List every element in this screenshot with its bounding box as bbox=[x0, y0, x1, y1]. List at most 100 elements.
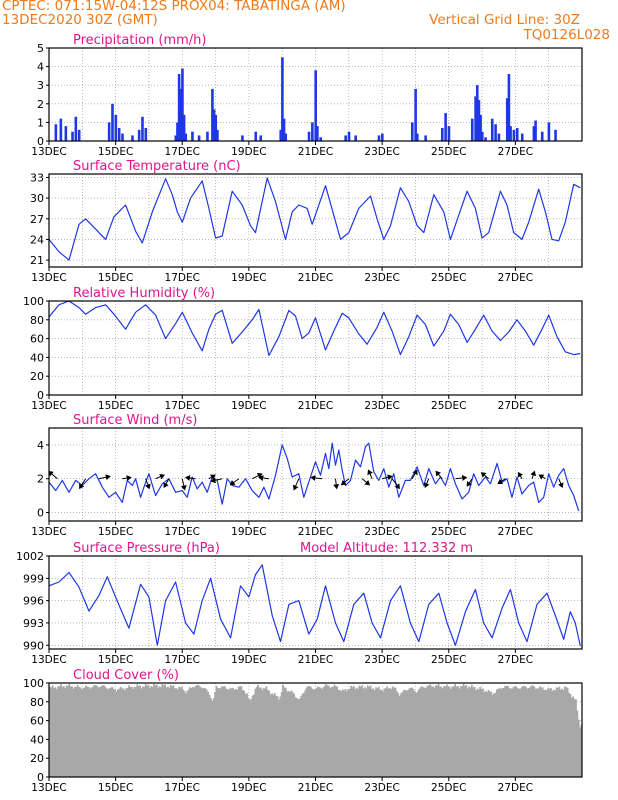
cloud-column bbox=[357, 688, 359, 777]
cloud-column bbox=[501, 688, 504, 777]
cloud-column bbox=[420, 686, 423, 777]
precip-bar bbox=[111, 103, 114, 141]
cloud-column bbox=[111, 686, 114, 777]
cloud-column bbox=[307, 686, 309, 777]
cloud-column bbox=[49, 686, 51, 777]
cloud-column bbox=[371, 689, 373, 777]
cloud-column bbox=[489, 691, 491, 777]
cloud-column bbox=[513, 686, 516, 777]
precip-bar bbox=[144, 127, 148, 141]
cloud-column bbox=[248, 699, 251, 777]
cloud-column bbox=[351, 687, 354, 777]
cloud-column bbox=[493, 693, 495, 777]
precip-bar bbox=[216, 129, 219, 141]
cloud-column bbox=[236, 689, 239, 777]
cloud-column bbox=[176, 689, 179, 777]
precip-bar bbox=[182, 114, 186, 141]
cloud-column bbox=[222, 686, 225, 777]
cloud-column bbox=[414, 691, 416, 777]
cloud-column bbox=[282, 684, 284, 777]
panel-temp: 21 24 27 30 33 13DEC 15DEC 17DEC 19DEC 21DEC 23DEC… bbox=[30, 159, 583, 284]
cloud-column bbox=[339, 689, 341, 777]
cloud-column bbox=[352, 686, 355, 777]
cloud-column bbox=[110, 687, 112, 777]
cloud-column bbox=[303, 692, 305, 777]
cloud-column bbox=[454, 684, 457, 777]
cloud-column bbox=[325, 684, 328, 777]
cloud-column bbox=[533, 686, 536, 777]
cloud-column bbox=[368, 686, 371, 777]
panel-cloud: 0 20 40 60 80 100 13DEC 15DEC 17DEC 19DEC 21DEC 23D… bbox=[23, 668, 583, 794]
cloud-column bbox=[211, 700, 214, 777]
cloud-column bbox=[562, 689, 565, 777]
cloud-column bbox=[397, 693, 400, 777]
cloud-column bbox=[179, 687, 182, 777]
precip-bar bbox=[532, 126, 536, 141]
precip-bar bbox=[314, 70, 317, 141]
y-tick-label: 100 bbox=[23, 677, 44, 690]
precip-bar bbox=[284, 133, 288, 141]
cloud-column bbox=[452, 686, 455, 777]
cloud-column bbox=[283, 687, 286, 777]
cloud-column bbox=[53, 688, 55, 777]
cloud-column bbox=[405, 690, 408, 777]
cloud-column bbox=[196, 685, 198, 777]
cloud-column bbox=[393, 687, 396, 777]
cloud-column bbox=[71, 686, 73, 777]
cloud-column bbox=[255, 686, 258, 777]
cloud-column bbox=[375, 687, 377, 777]
cloud-column bbox=[290, 690, 293, 777]
cloud-column bbox=[486, 692, 489, 777]
cloud-column bbox=[219, 688, 222, 777]
precip-bar bbox=[254, 131, 258, 141]
cloud-column bbox=[89, 688, 92, 777]
panel-frame bbox=[48, 173, 583, 268]
cloud-column bbox=[98, 687, 101, 777]
cloud-column bbox=[469, 687, 472, 777]
cloud-column bbox=[250, 699, 253, 777]
cloud-column bbox=[396, 691, 398, 777]
wind-arrow bbox=[538, 474, 546, 480]
x-tick-label: 15DEC bbox=[98, 272, 133, 284]
cloud-column bbox=[432, 686, 434, 777]
cloud-column bbox=[60, 684, 62, 777]
cloud-column bbox=[495, 689, 498, 777]
cloud-column bbox=[210, 698, 212, 777]
x-tick-label: 17DEC bbox=[165, 272, 200, 284]
y-tick-label: 2 bbox=[37, 473, 44, 486]
cloud-column bbox=[123, 690, 126, 777]
grid-line-note: Vertical Grid Line: 30Z bbox=[429, 12, 580, 28]
cloud-column bbox=[348, 688, 351, 777]
cloud-column bbox=[297, 699, 300, 777]
precip-bar bbox=[547, 122, 551, 141]
cloud-column bbox=[239, 686, 241, 777]
cloud-column bbox=[171, 686, 173, 777]
cloud-column bbox=[505, 686, 508, 777]
precip-bar bbox=[319, 137, 322, 141]
x-tick-label: 15DEC bbox=[98, 654, 133, 666]
cloud-column bbox=[408, 688, 411, 777]
cloud-column bbox=[561, 688, 563, 777]
precip-bar bbox=[174, 135, 178, 141]
y-tick-label: 1 bbox=[37, 116, 44, 129]
precip-bar bbox=[59, 118, 63, 141]
cloud-column bbox=[272, 694, 275, 777]
cloud-column bbox=[515, 686, 518, 777]
x-tick-label: 25DEC bbox=[431, 782, 466, 794]
cloud-column bbox=[344, 688, 347, 777]
cloud-column bbox=[520, 687, 523, 777]
wind-arrow bbox=[367, 469, 373, 479]
cloud-column bbox=[247, 697, 250, 777]
cloud-column bbox=[319, 687, 322, 777]
cloud-column bbox=[404, 690, 407, 777]
cloud-column bbox=[273, 692, 276, 777]
cloud-column bbox=[129, 687, 132, 777]
data-layer-wind bbox=[49, 442, 580, 512]
cloud-column bbox=[519, 688, 522, 777]
cloud-column bbox=[504, 685, 507, 777]
cloud-column bbox=[189, 687, 191, 777]
cloud-column bbox=[208, 694, 211, 777]
cloud-column bbox=[100, 686, 103, 777]
cloud-column bbox=[377, 686, 380, 777]
cloud-column bbox=[316, 686, 319, 777]
